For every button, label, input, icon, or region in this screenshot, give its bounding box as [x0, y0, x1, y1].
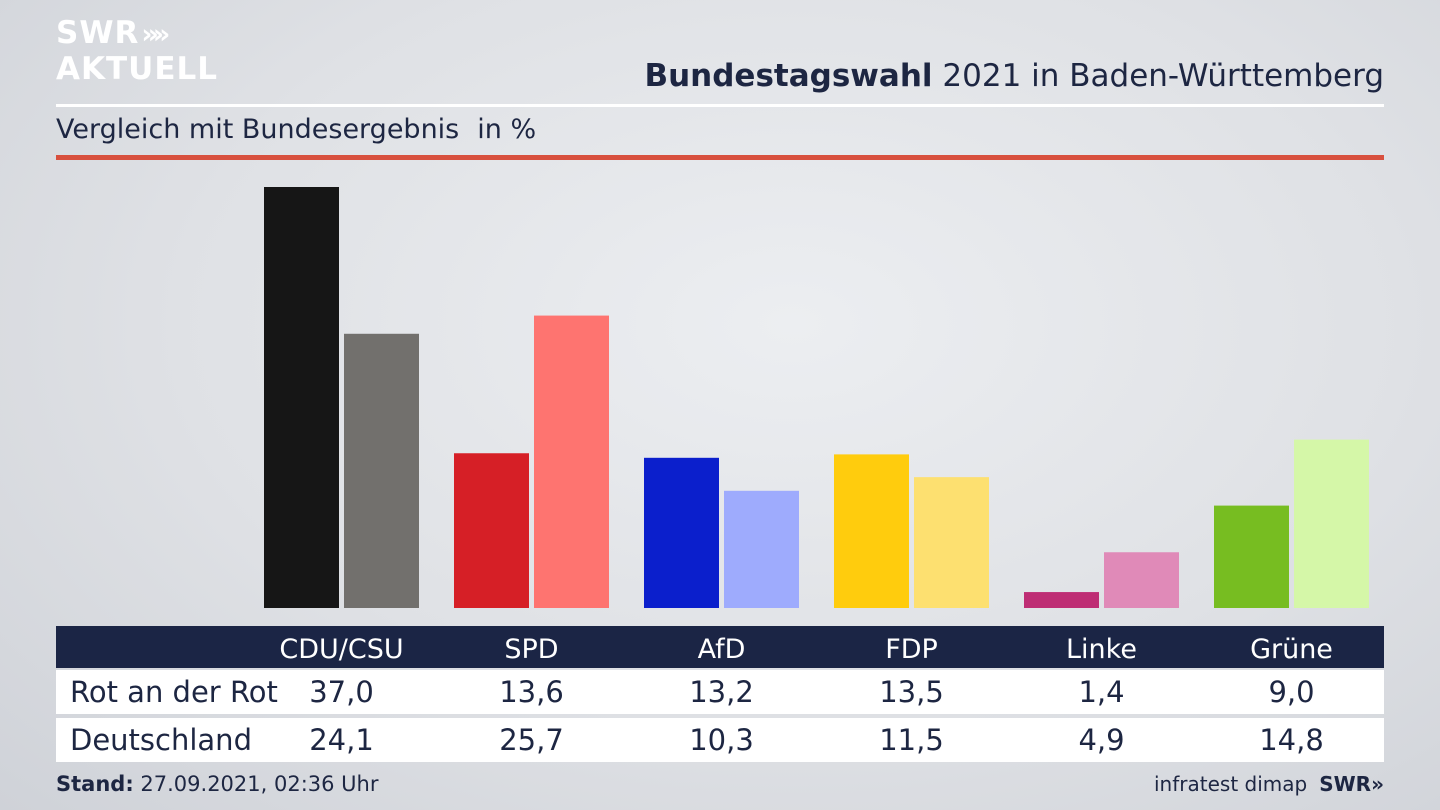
swr-aktuell-logo: SWR»» AKTUELL — [56, 16, 218, 86]
table-row: Rot an der Rot 37,0 13,6 13,2 13,5 1,4 9,0 — [56, 670, 1384, 714]
bar-gr-ne-rot-an-der-rot — [1214, 505, 1289, 608]
header-divider — [56, 104, 1384, 107]
bar-fdp-rot-an-der-rot — [834, 454, 909, 608]
category-label-fdp: FDP — [885, 633, 938, 665]
value-spd-deutschland: 25,7 — [499, 723, 564, 757]
swr-footer-logo: SWR» — [1319, 772, 1384, 796]
table-row: Deutschland 24,1 25,7 10,3 11,5 4,9 14,8 — [56, 718, 1384, 762]
value-fdp-rot-an-der-rot: 13,5 — [879, 675, 944, 709]
value-cdu-csu-deutschland: 24,1 — [309, 723, 374, 757]
value-afd-deutschland: 10,3 — [689, 723, 754, 757]
bar-linke-rot-an-der-rot — [1024, 592, 1099, 608]
row-label: Deutschland — [70, 723, 252, 757]
bar-fdp-deutschland — [914, 477, 989, 608]
bar-linke-deutschland — [1104, 552, 1179, 608]
timestamp: Stand: 27.09.2021, 02:36 Uhr — [56, 772, 379, 796]
value-gr-ne-rot-an-der-rot: 9,0 — [1268, 675, 1315, 709]
value-linke-rot-an-der-rot: 1,4 — [1078, 675, 1125, 709]
title-rest: 2021 in Baden-Württemberg — [932, 58, 1384, 94]
bar-chart — [264, 187, 1369, 608]
bar-cdu-csu-rot-an-der-rot — [264, 187, 339, 608]
value-gr-ne-deutschland: 14,8 — [1259, 723, 1324, 757]
category-label-linke: Linke — [1066, 633, 1137, 665]
stand-label: Stand: — [56, 772, 134, 796]
category-label-afd: AfD — [697, 633, 746, 665]
category-label-spd: SPD — [504, 633, 559, 665]
source-text: infratest dimap — [1154, 772, 1308, 796]
category-label-gr-ne: Grüne — [1250, 633, 1333, 665]
unit-label: in % — [477, 114, 537, 145]
subtitle-text: Vergleich mit Bundesergebnis — [56, 114, 460, 145]
logo-aktuell-text: AKTUELL — [56, 51, 219, 87]
chart-subtitle: Vergleich mit Bundesergebnis in % — [56, 114, 536, 145]
category-label-cdu-csu: CDU/CSU — [279, 633, 404, 665]
value-linke-deutschland: 4,9 — [1078, 723, 1125, 757]
bar-spd-deutschland — [534, 315, 609, 608]
bar-gr-ne-deutschland — [1294, 439, 1369, 608]
row-label: Rot an der Rot — [70, 675, 278, 709]
logo-swr-text: SWR — [56, 15, 140, 51]
table-header: CDU/CSU SPD AfD FDP Linke Grüne — [56, 626, 1384, 668]
accent-divider — [56, 155, 1384, 160]
value-spd-rot-an-der-rot: 13,6 — [499, 675, 564, 709]
bar-afd-rot-an-der-rot — [644, 457, 719, 608]
value-cdu-csu-rot-an-der-rot: 37,0 — [309, 675, 374, 709]
value-fdp-deutschland: 11,5 — [879, 723, 944, 757]
page-title: Bundestagswahl 2021 in Baden-Württemberg — [644, 58, 1384, 94]
stand-value: 27.09.2021, 02:36 Uhr — [133, 772, 379, 796]
title-bold: Bundestagswahl — [644, 58, 933, 94]
value-afd-rot-an-der-rot: 13,2 — [689, 675, 754, 709]
bar-cdu-csu-deutschland — [344, 333, 419, 608]
source-credit: infratest dimap SWR» — [1154, 772, 1384, 796]
bar-afd-deutschland — [724, 490, 799, 608]
bar-spd-rot-an-der-rot — [454, 453, 529, 608]
